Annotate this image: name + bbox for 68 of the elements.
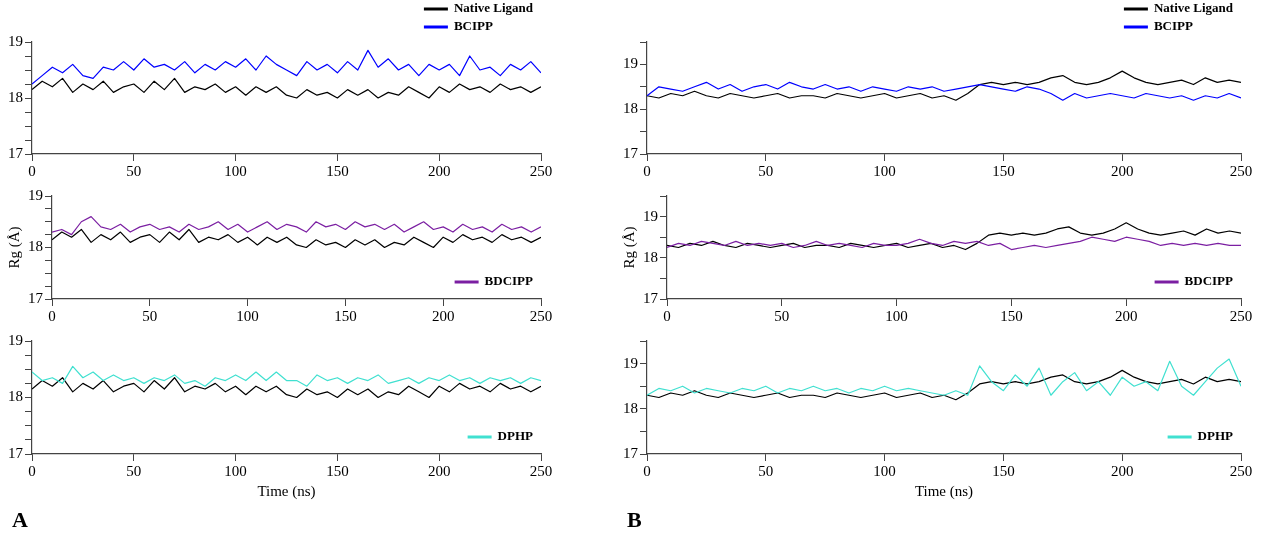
x-tick-label: 150 xyxy=(326,162,349,179)
x-tick-label: 150 xyxy=(326,462,349,479)
x-tick-label: 150 xyxy=(992,162,1015,179)
y-tick-label: 17 xyxy=(643,289,659,306)
x-tick-label: 0 xyxy=(28,462,36,479)
y-tick-label: 17 xyxy=(623,444,639,461)
x-tick-label: 200 xyxy=(427,462,451,479)
legend-label: DPHP xyxy=(1197,428,1234,444)
x-tick-label: 0 xyxy=(663,307,671,324)
x-tick-label: 100 xyxy=(236,307,259,324)
x-tick-label: 50 xyxy=(758,462,774,479)
legend-label: BCIPP xyxy=(1153,18,1193,34)
x-tick-label: 200 xyxy=(1114,307,1138,324)
x-tick-label: 250 xyxy=(529,462,553,479)
y-axis-title: Rg (Å) xyxy=(620,226,638,269)
y-tick-label: 17 xyxy=(28,289,44,306)
y-tick-label: 17 xyxy=(8,444,24,461)
legend-label: BCIPP xyxy=(453,18,493,34)
x-tick-label: 50 xyxy=(142,307,158,324)
x-tick-label: 100 xyxy=(873,162,896,179)
y-tick-label: 18 xyxy=(643,248,658,265)
x-tick-label: 250 xyxy=(1229,462,1253,479)
x-tick-label: 50 xyxy=(126,462,142,479)
y-tick-label: 17 xyxy=(8,144,24,161)
x-tick-label: 200 xyxy=(431,307,455,324)
y-tick-label: 17 xyxy=(623,144,639,161)
y-tick-label: 19 xyxy=(8,331,23,348)
x-tick-label: 100 xyxy=(224,162,247,179)
x-tick-label: 250 xyxy=(529,307,553,324)
x-tick-label: 0 xyxy=(643,162,651,179)
x-axis-title: Time (ns) xyxy=(914,482,974,500)
x-tick-label: 50 xyxy=(758,162,774,179)
x-axis-title: Time (ns) xyxy=(257,482,316,500)
x-tick-label: 0 xyxy=(28,162,36,179)
y-tick-label: 18 xyxy=(623,399,638,416)
text: B xyxy=(627,507,642,533)
legend-label: Native Ligand xyxy=(1153,0,1234,16)
x-tick-label: 0 xyxy=(48,307,56,324)
y-tick-label: 19 xyxy=(8,32,23,49)
x-tick-label: 200 xyxy=(427,162,451,179)
y-tick-label: 19 xyxy=(643,207,658,224)
legend-label: BDCIPP xyxy=(484,273,534,289)
x-tick-label: 50 xyxy=(774,307,790,324)
y-tick-label: 18 xyxy=(623,100,638,117)
x-tick-label: 250 xyxy=(1229,307,1253,324)
text: A xyxy=(12,507,28,533)
x-tick-label: 50 xyxy=(126,162,142,179)
x-tick-label: 100 xyxy=(885,307,908,324)
x-tick-label: 150 xyxy=(1000,307,1023,324)
y-tick-label: 18 xyxy=(8,88,23,105)
y-tick-label: 19 xyxy=(623,55,638,72)
x-tick-label: 100 xyxy=(873,462,896,479)
x-tick-label: 250 xyxy=(1229,162,1253,179)
y-tick-label: 19 xyxy=(28,186,43,203)
x-tick-label: 200 xyxy=(1110,162,1134,179)
legend-label: DPHP xyxy=(497,428,534,444)
x-tick-label: 150 xyxy=(992,462,1015,479)
x-tick-label: 250 xyxy=(529,162,553,179)
y-tick-label: 18 xyxy=(8,388,23,405)
x-tick-label: 100 xyxy=(224,462,247,479)
y-tick-label: 19 xyxy=(623,354,638,371)
x-tick-label: 0 xyxy=(643,462,651,479)
x-tick-label: 150 xyxy=(334,307,357,324)
x-tick-label: 200 xyxy=(1110,462,1134,479)
y-tick-label: 18 xyxy=(28,238,43,255)
y-axis-title: Rg (Å) xyxy=(5,226,23,269)
legend-label: BDCIPP xyxy=(1184,273,1234,289)
legend-label: Native Ligand xyxy=(453,0,534,16)
